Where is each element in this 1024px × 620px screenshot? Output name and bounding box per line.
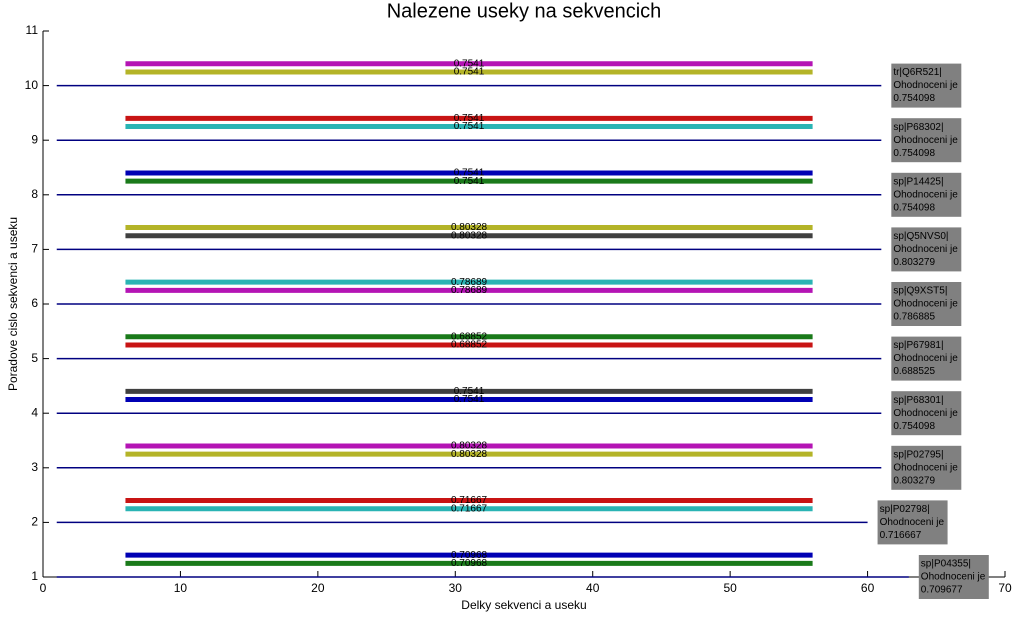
info-name: sp|P02798|: [880, 504, 930, 515]
segment-label: 0.68852: [451, 331, 488, 342]
y-tick-label: 11: [26, 23, 39, 37]
info-box: [918, 555, 989, 599]
info-caption: Ohodnoceni je: [893, 299, 958, 310]
segment-label: 0.7541: [454, 113, 485, 124]
info-name: sp|P68301|: [893, 395, 943, 406]
y-tick-label: 2: [31, 515, 38, 529]
segment-label: 0.78689: [451, 285, 488, 296]
info-name: sp|Q5NVS0|: [893, 231, 948, 242]
info-box: [891, 63, 962, 108]
info-score: 0.688525: [893, 366, 935, 377]
info-name: sp|P02795|: [893, 449, 943, 460]
segment-label: 0.70968: [451, 550, 488, 561]
info-score: 0.754098: [893, 421, 935, 432]
info-score: 0.754098: [893, 202, 935, 213]
info-box: [891, 336, 962, 381]
segment-label: 0.7541: [454, 176, 485, 187]
segment-label: 0.70968: [451, 558, 488, 569]
y-tick-label: 9: [31, 132, 38, 146]
info-name: sp|P68302|: [893, 122, 943, 133]
info-score: 0.786885: [893, 312, 935, 323]
segment-label: 0.7541: [454, 386, 485, 397]
info-box: [891, 118, 962, 163]
info-name: sp|P67981|: [893, 340, 943, 351]
segment-label: 0.80328: [451, 449, 488, 460]
segment-label: 0.7541: [454, 67, 485, 78]
info-score: 0.803279: [893, 257, 935, 268]
x-tick-label: 10: [174, 581, 188, 595]
info-score: 0.754098: [893, 93, 935, 104]
x-axis-label: Delky sekvenci a useku: [461, 598, 586, 612]
y-tick-label: 3: [31, 460, 38, 474]
y-tick-label: 7: [31, 242, 38, 256]
info-caption: Ohodnoceni je: [880, 517, 945, 528]
info-name: sp|P04355|: [921, 559, 971, 570]
info-name: sp|Q9XST5|: [893, 286, 947, 297]
info-caption: Ohodnoceni je: [893, 244, 958, 255]
segment-label: 0.78689: [451, 277, 488, 288]
y-tick-label: 4: [31, 405, 38, 419]
info-name: sp|P14425|: [893, 176, 943, 187]
y-tick-label: 5: [31, 351, 38, 365]
segment-label: 0.71667: [451, 503, 488, 514]
info-caption: Ohodnoceni je: [893, 135, 958, 146]
x-tick-label: 70: [998, 581, 1012, 595]
info-box: [891, 445, 962, 490]
segment-label: 0.7541: [454, 168, 485, 179]
y-tick-label: 10: [25, 78, 39, 92]
segment-label: 0.80328: [451, 230, 488, 241]
x-tick-label: 20: [311, 581, 325, 595]
info-score: 0.754098: [893, 148, 935, 159]
segment-label: 0.80328: [451, 441, 488, 452]
info-caption: Ohodnoceni je: [921, 572, 986, 583]
info-box: [891, 391, 962, 436]
info-score: 0.709677: [921, 585, 963, 596]
info-name: tr|Q6R521|: [893, 67, 942, 78]
x-tick-label: 0: [40, 581, 47, 595]
y-axis-label: Poradove cislo sekvenci a useku: [6, 217, 20, 391]
info-score: 0.803279: [893, 475, 935, 486]
info-caption: Ohodnoceni je: [893, 353, 958, 364]
segment-label: 0.7541: [454, 121, 485, 132]
info-box: [891, 227, 962, 272]
chart-title: Nalezene useky na sekvencich: [387, 0, 662, 22]
segment-label: 0.7541: [454, 394, 485, 405]
segment-label: 0.7541: [454, 58, 485, 69]
info-caption: Ohodnoceni je: [893, 462, 958, 473]
x-tick-label: 60: [861, 581, 875, 595]
y-tick-label: 6: [31, 296, 38, 310]
info-box: [877, 500, 948, 545]
x-tick-label: 30: [449, 581, 463, 595]
y-tick-label: 8: [31, 187, 38, 201]
y-tick-label: 1: [31, 569, 38, 583]
info-caption: Ohodnoceni je: [893, 408, 958, 419]
x-tick-label: 50: [723, 581, 737, 595]
segment-label: 0.80328: [451, 222, 488, 233]
info-caption: Ohodnoceni je: [893, 189, 958, 200]
x-tick-label: 40: [586, 581, 600, 595]
info-box: [891, 282, 962, 326]
segment-label: 0.68852: [451, 340, 488, 351]
info-score: 0.716667: [880, 530, 922, 541]
info-caption: Ohodnoceni je: [893, 80, 958, 91]
info-box: [891, 172, 962, 217]
segment-label: 0.71667: [451, 495, 488, 506]
